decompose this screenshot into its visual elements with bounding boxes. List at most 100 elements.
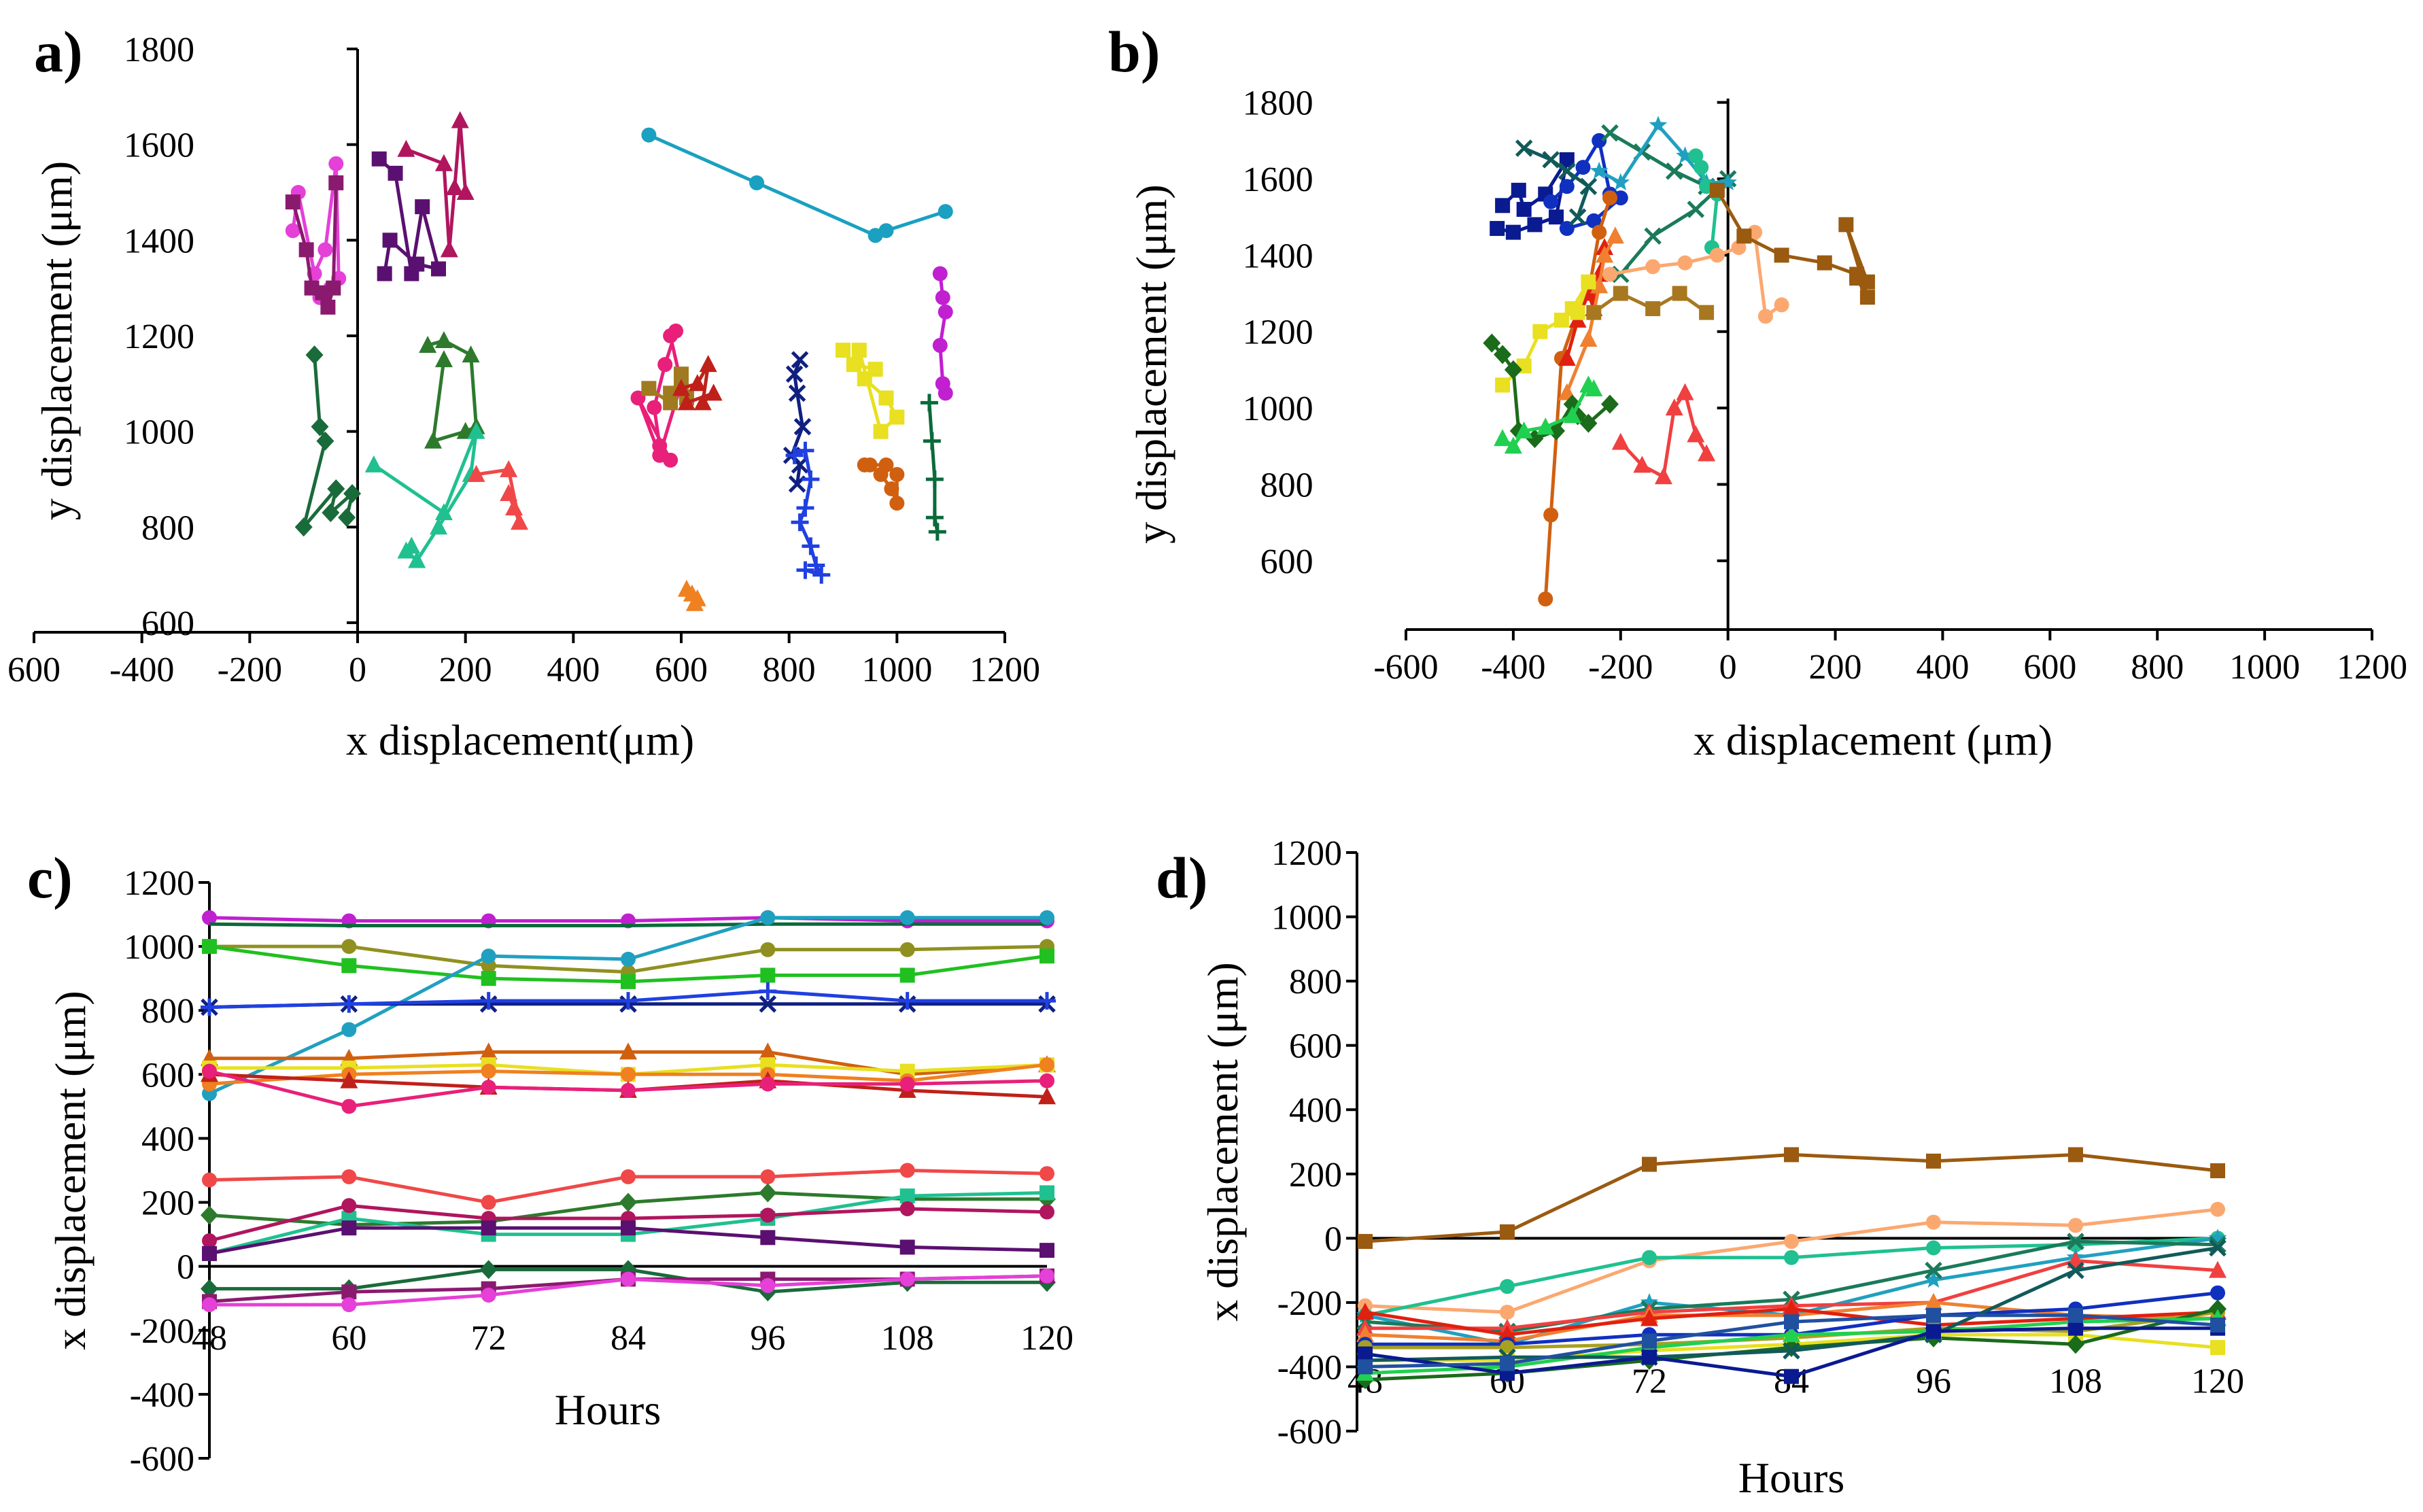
panel-c-series-5-point — [760, 910, 776, 925]
panel-a-series-9-point — [511, 513, 528, 530]
panel-a-series-12-point — [688, 374, 706, 392]
panel-d-series-16-point — [1784, 1314, 1799, 1330]
panel-b-y-tick-label: 1400 — [1243, 237, 1313, 275]
panel-a-x-tick-label: 400 — [547, 651, 600, 689]
panel-c-series-8-point — [759, 1042, 777, 1060]
panel-d-series-4-point — [1640, 1292, 1659, 1311]
panel-b-series-10-point — [1581, 274, 1596, 290]
panel-c-series-3-point — [341, 939, 357, 955]
panel-c-y-tick-label: 0 — [177, 1248, 194, 1287]
panel-c-x-tick-label: 72 — [471, 1319, 506, 1358]
panel-c-series-20-point — [899, 1271, 915, 1287]
panel-a-series-10-point — [652, 447, 668, 463]
panel-d-series-1-point — [2210, 1163, 2225, 1179]
panel-b-series-6-point — [1694, 160, 1709, 175]
panel-a-series-12-point — [699, 355, 717, 373]
panel-d-series-1-point — [1784, 1147, 1799, 1163]
panel-a-series-17-point — [889, 496, 905, 511]
panel-c-series-12-point — [341, 1099, 357, 1114]
panel-b-series-4-point — [1644, 227, 1662, 245]
panel-c-series-13-point — [202, 1172, 217, 1188]
panel-d-series-8-point — [1640, 1309, 1658, 1326]
panel-b-series-15-point — [1602, 267, 1617, 282]
panel-a: a) 600 -400 -200 0 200 400 600 800 1000 1200 600 80… — [7, 19, 1040, 764]
panel-c-series-12 — [202, 1063, 1054, 1114]
panel-c-series-17-point — [202, 1245, 217, 1261]
panel-b-series-5-point — [1676, 146, 1694, 164]
panel-c-series-20-point — [1039, 1268, 1054, 1284]
panel-d-series-2 — [1358, 1201, 2225, 1320]
panel-c-y-tick-label: -600 — [130, 1440, 194, 1479]
panel-c-x-tick-label: 120 — [1020, 1319, 1073, 1358]
panel-c-series-5-point — [481, 948, 496, 964]
panel-a-x-tick-label: 0 — [349, 651, 366, 689]
panel-a-series-9-point — [500, 484, 518, 502]
panel-a-series-15-point — [785, 446, 804, 464]
panel-b-series-5-point — [1719, 173, 1737, 190]
panel-b-series-16-point — [1817, 255, 1832, 271]
panel-a-x-tick-label: 600 — [655, 651, 708, 689]
panel-a-series-5-point — [878, 223, 894, 239]
panel-c-series-7-point — [619, 992, 637, 1010]
panel-b-series-10-point — [1570, 305, 1585, 320]
panel-c-label: c) — [27, 845, 73, 910]
panel-a-series-16 — [836, 343, 905, 439]
panel-a-series-7-point — [434, 331, 453, 348]
panel-b-series-12-point — [1504, 360, 1522, 379]
panel-a-series-3-point — [409, 256, 425, 272]
panel-b-y-tick-label: 1600 — [1243, 160, 1313, 199]
panel-b-series-4-point — [1601, 124, 1619, 142]
panel-a-y-tick-label: 1000 — [124, 413, 194, 452]
panel-b-series-16-point — [1838, 217, 1854, 233]
panel-b-x-tick-label: 400 — [1916, 648, 1969, 687]
panel-b-series-3-point — [1579, 177, 1598, 195]
panel-a-series-1-point — [285, 223, 300, 239]
panel-c-series-20-point — [621, 1271, 636, 1287]
panel-a-series-10-point — [663, 328, 678, 343]
panel-a-series-6-point — [294, 517, 313, 537]
panel-a-series-15-point — [791, 513, 809, 532]
panel-c-series-7-point — [759, 982, 777, 1000]
panel-b-series-2-point — [1613, 190, 1628, 206]
panel-b-x-tick-label: -400 — [1481, 648, 1545, 687]
panel-c: c) -600 -400 -200 0 200 400 600 800 1000 1200 48 60… — [27, 845, 1073, 1479]
panel-b-x-tick-label: -200 — [1588, 648, 1653, 687]
panel-c-series-4-point — [621, 974, 636, 989]
panel-a-y-tick-label: 600 — [141, 604, 194, 643]
panel-b-series-1-point — [1516, 201, 1532, 217]
panel-b-series-1-point — [1495, 198, 1511, 213]
panel-b-series-2-point — [1586, 213, 1602, 228]
panel-a-series-8-point — [364, 455, 383, 472]
panel-b-series-1-point — [1559, 152, 1575, 167]
panel-a-series-4-point — [434, 154, 453, 171]
panel-a-series-12-point — [672, 379, 690, 396]
panel-a-series-4-point — [445, 177, 464, 195]
panel-c-series-15-point — [899, 1188, 915, 1204]
panel-b-series-15-point — [1731, 240, 1747, 256]
panel-b-series-3-point — [1515, 139, 1533, 157]
panel-b-series-13-point — [1536, 417, 1555, 435]
panel-c-series-14-point — [619, 1192, 637, 1212]
panel-a-series-9-point — [500, 460, 518, 477]
panel-b-series-11-point — [1613, 286, 1628, 301]
panel-c-series-16-point — [899, 1201, 915, 1216]
panel-c-series-4-point — [760, 967, 776, 983]
panel-b-x-tick-label: 0 — [1719, 648, 1737, 687]
panel-b-series-11-point — [1672, 286, 1687, 301]
panel-c-plot: -600 -400 -200 0 200 400 600 800 1000 1200 48 60 72 8… — [46, 864, 1073, 1479]
panel-b-series-15 — [1602, 224, 1789, 324]
panel-d-y-tick-label: 600 — [1289, 1027, 1342, 1066]
panel-a-series-2 — [285, 175, 344, 315]
panel-d-y-tick-label: -400 — [1277, 1348, 1342, 1387]
panel-a-series-9-point — [467, 464, 485, 482]
panel-c-series-8-point — [479, 1042, 498, 1060]
panel-a-series-15-point — [796, 499, 814, 517]
panel-a-series-15-point — [796, 561, 814, 579]
panel-d-series-15-point — [1926, 1324, 1941, 1339]
panel-b-series-12-point — [1600, 394, 1619, 414]
panel-d-series-15-point — [1358, 1346, 1373, 1362]
panel-b-series-12 — [1483, 333, 1619, 449]
panel-c-y-axis-label: x displacement (μm) — [46, 991, 94, 1350]
panel-c-series-12-point — [621, 1082, 636, 1098]
